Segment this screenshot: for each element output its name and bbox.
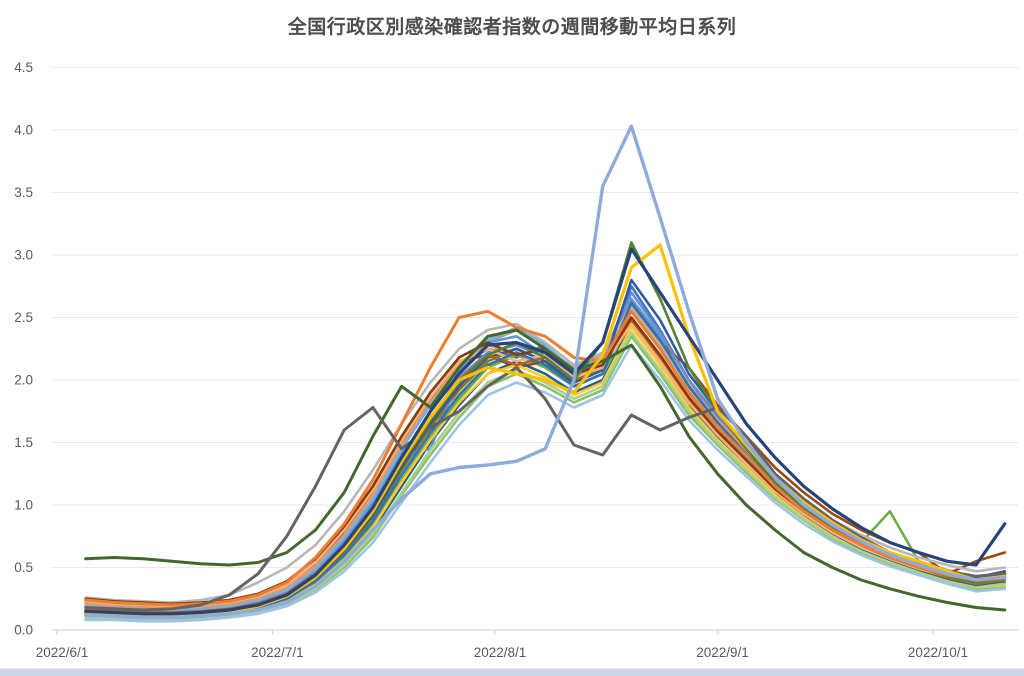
- chart-series-line: [84, 309, 1007, 607]
- series-lines: [83, 124, 1007, 623]
- chart-title: 全国行政区別感染確認者指数の週間移動平均日系列: [287, 17, 737, 38]
- chart-series-line: [84, 243, 1007, 617]
- chart-series-line: [83, 124, 1007, 620]
- y-axis-tick-label: 1.0: [14, 498, 33, 513]
- y-axis-tick-label: 4.5: [14, 60, 33, 75]
- x-axis-tick-label: 2022/9/1: [696, 645, 749, 660]
- chart-series-line: [84, 366, 1007, 612]
- y-axis-labels: 0.0 0.5 1.0 1.5 2.0 2.5 3.0 3.5 4.0 4.5: [14, 60, 33, 638]
- y-axis-tick-label: 0.5: [14, 560, 33, 575]
- chart-series-line: [84, 331, 1007, 622]
- chart-series-line: [84, 343, 1007, 623]
- x-axis-tick-label: 2022/8/1: [474, 645, 527, 660]
- y-axis-tick-label: 3.0: [14, 248, 33, 263]
- x-axis-tick-label: 2022/6/1: [36, 645, 89, 660]
- x-axis: 2022/6/1 2022/7/1 2022/8/1 2022/9/1 2022/10/…: [36, 629, 1018, 660]
- window-bottom-strip: [0, 668, 1024, 676]
- y-axis-tick-label: 0.0: [14, 623, 33, 638]
- chart-series-line: [84, 247, 1007, 616]
- x-axis-tick-label: 2022/10/1: [908, 645, 968, 660]
- y-axis-tick-label: 4.0: [14, 123, 33, 138]
- gridlines: [52, 67, 1018, 568]
- chart-series-line: [84, 328, 1007, 612]
- y-axis-tick-label: 1.5: [14, 435, 33, 450]
- x-axis-tick-label: 2022/7/1: [251, 645, 304, 660]
- y-axis-tick-label: 2.5: [14, 310, 33, 325]
- chart-series-line: [84, 326, 1007, 621]
- y-axis-tick-label: 3.5: [14, 185, 33, 200]
- y-axis-tick-label: 2.0: [14, 373, 33, 388]
